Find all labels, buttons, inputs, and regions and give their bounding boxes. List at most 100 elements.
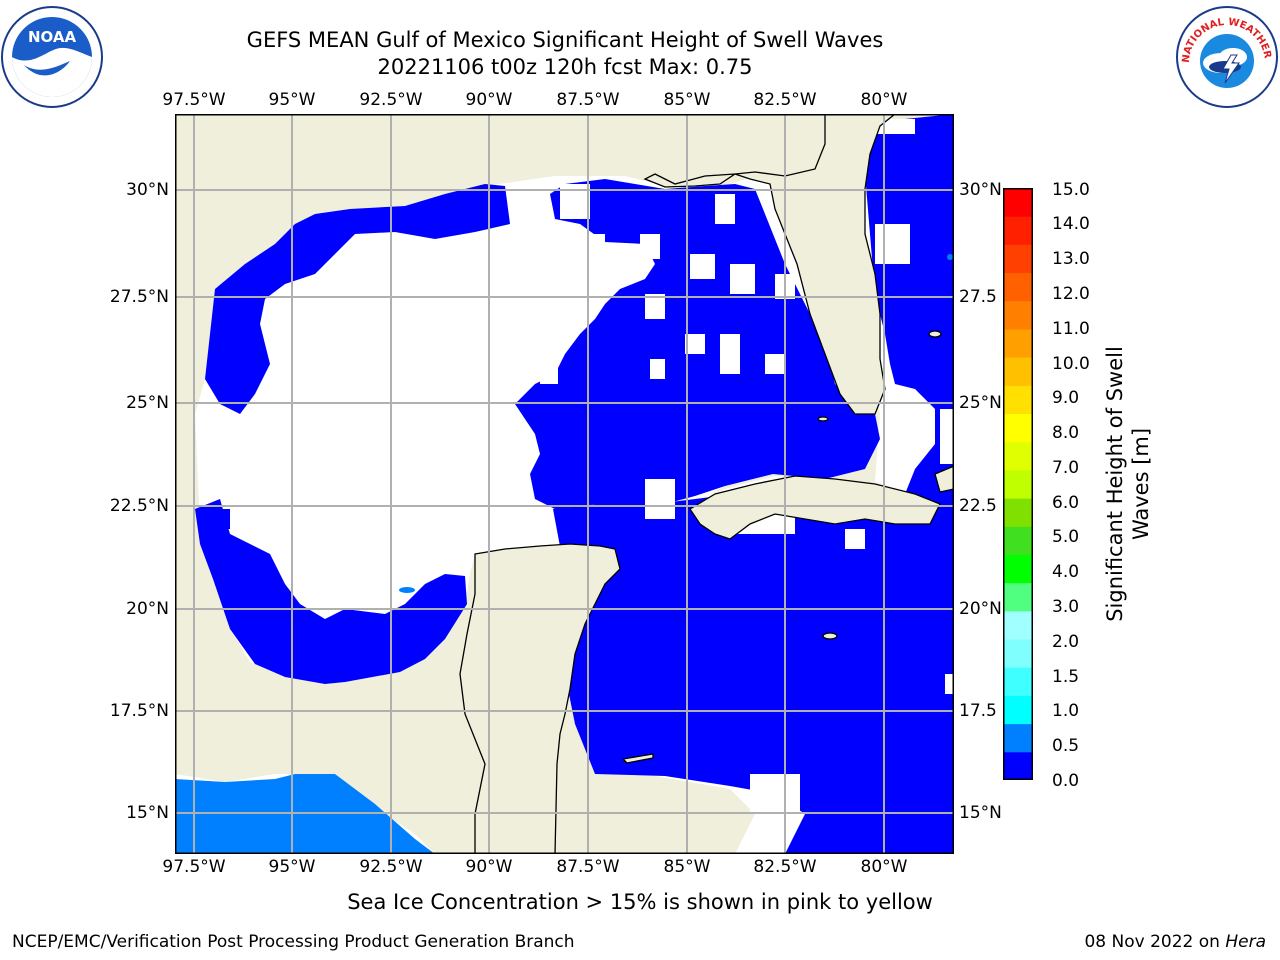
lon-label-bottom: 97.5°W xyxy=(162,857,226,877)
colorbar-tick-label: 1.0 xyxy=(1052,701,1080,721)
swell-patch-campeche xyxy=(399,587,415,593)
colorbar-segment xyxy=(1003,526,1033,555)
gulf-of-mexico-map xyxy=(175,114,954,854)
colorbar-tick-label: 4.0 xyxy=(1052,562,1080,582)
lon-label-top: 95°W xyxy=(268,90,316,110)
yucatan-land xyxy=(459,543,621,854)
lon-label-top: 82.5°W xyxy=(753,90,817,110)
colorbar-tick-label: 0.0 xyxy=(1052,771,1080,791)
noaa-logo-text: NOAA xyxy=(28,28,77,46)
lon-label-top: 90°W xyxy=(465,90,513,110)
colorbar-segment xyxy=(1003,639,1033,668)
lon-label-top: 97.5°W xyxy=(162,90,226,110)
colorbar-tick-label: 0.5 xyxy=(1052,736,1080,756)
colorbar-label: Significant Height of Swell Waves [m] xyxy=(1102,346,1154,622)
lon-label-bottom: 82.5°W xyxy=(753,857,817,877)
colorbar-tick-label: 14.0 xyxy=(1052,214,1090,234)
map-subtitle: 20221106 t00z 120h fcst Max: 0.75 xyxy=(377,55,753,79)
colorbar-segment xyxy=(1003,441,1033,471)
colorbar-frame xyxy=(1003,188,1033,780)
lon-label-bottom: 80°W xyxy=(860,857,908,877)
footer-date-text: 08 Nov 2022 on xyxy=(1084,932,1226,952)
colorbar-tick-label: 15.0 xyxy=(1052,180,1090,200)
map-frame xyxy=(175,114,954,854)
colorbar-tick-label: 9.0 xyxy=(1052,388,1080,408)
lon-label-bottom: 95°W xyxy=(268,857,316,877)
lat-label-right: 30°N xyxy=(959,180,1002,200)
map-title: GEFS MEAN Gulf of Mexico Significant Hei… xyxy=(246,28,884,52)
colorbar-segment xyxy=(1003,216,1033,245)
colorbar-label-line1: Significant Height of Swell xyxy=(1103,346,1127,622)
colorbar-tick-label: 3.0 xyxy=(1052,597,1080,617)
hispaniola-edge xyxy=(934,465,954,493)
colorbar-segment xyxy=(1003,751,1033,780)
bahamas-island xyxy=(928,330,942,338)
lat-label-right: 17.5 xyxy=(959,701,997,721)
colorbar-segment xyxy=(1003,695,1033,725)
colorbar-segment xyxy=(1003,385,1033,415)
lat-label-right: 20°N xyxy=(959,599,1002,619)
colorbar-tick-label: 10.0 xyxy=(1052,354,1090,374)
nws-logo-icon: NATIONAL WEATHER SERVICE xyxy=(1175,5,1278,108)
swell-caribbean xyxy=(553,489,954,854)
colorbar-segment xyxy=(1003,413,1033,443)
colorbar-tick-label: 12.0 xyxy=(1052,284,1090,304)
colorbar-segment xyxy=(1003,244,1033,274)
lon-label-bottom: 85°W xyxy=(663,857,711,877)
colorbar-segment xyxy=(1003,610,1033,640)
lat-label-left: 27.5°N xyxy=(109,287,169,307)
lon-label-bottom: 90°W xyxy=(465,857,513,877)
honduras-islands xyxy=(621,753,654,764)
colorbar-segment xyxy=(1003,272,1033,302)
lat-label-right: 15°N xyxy=(959,803,1002,823)
colorbar-label-line2: Waves [m] xyxy=(1129,427,1153,541)
footer-date: 08 Nov 2022 on Hera xyxy=(1084,932,1266,952)
colorbar-segment xyxy=(1003,667,1033,696)
colorbar-tick-label: 13.0 xyxy=(1052,249,1090,269)
cuba-land xyxy=(689,475,941,540)
lat-label-right: 27.5 xyxy=(959,287,997,307)
colorbar-segment xyxy=(1003,498,1033,527)
lat-label-left: 20°N xyxy=(126,599,169,619)
lat-label-left: 25°N xyxy=(126,393,169,413)
colorbar-tick-label: 11.0 xyxy=(1052,319,1090,339)
swell-atlantic xyxy=(865,114,954,494)
sea-ice-note: Sea Ice Concentration > 15% is shown in … xyxy=(347,890,933,914)
swell-patch-atlantic xyxy=(947,254,953,260)
cayman-island xyxy=(822,632,838,640)
colorbar-segment xyxy=(1003,582,1033,612)
lat-label-right: 25°N xyxy=(959,393,1002,413)
lat-label-left: 30°N xyxy=(126,180,169,200)
swell-shelf-north xyxy=(205,184,510,414)
florida-keys xyxy=(817,416,829,422)
swell-bay-of-campeche xyxy=(195,499,467,684)
lon-label-top: 85°W xyxy=(663,90,711,110)
lat-label-left: 22.5°N xyxy=(109,496,169,516)
lon-label-top: 92.5°W xyxy=(359,90,423,110)
colorbar-segment xyxy=(1003,188,1033,217)
colorbar-segment xyxy=(1003,723,1033,753)
colorbar-segment xyxy=(1003,554,1033,584)
lat-label-left: 17.5°N xyxy=(109,701,169,721)
lat-label-left: 15°N xyxy=(126,803,169,823)
lon-label-bottom: 92.5°W xyxy=(359,857,423,877)
colorbar-segment xyxy=(1003,300,1033,330)
footer-machine: Hera xyxy=(1225,932,1266,952)
noaa-logo-icon: NOAA xyxy=(1,6,103,108)
lat-label-right: 22.5 xyxy=(959,496,997,516)
lon-label-bottom: 87.5°W xyxy=(556,857,620,877)
colorbar-tick-label: 8.0 xyxy=(1052,423,1080,443)
colorbar-tick-label: 2.0 xyxy=(1052,632,1080,652)
colorbar-segment xyxy=(1003,328,1033,358)
colorbar-tick-label: 7.0 xyxy=(1052,458,1080,478)
colorbar-segment xyxy=(1003,469,1033,499)
colorbar-tick-label: 6.0 xyxy=(1052,493,1080,513)
lon-label-top: 80°W xyxy=(860,90,908,110)
lon-label-top: 87.5°W xyxy=(556,90,620,110)
colorbar-tick-label: 5.0 xyxy=(1052,527,1080,547)
colorbar-tick-label: 1.5 xyxy=(1052,667,1080,687)
graticule xyxy=(175,114,954,854)
colorbar-segment xyxy=(1003,357,1033,386)
footer-credit: NCEP/EMC/Verification Post Processing Pr… xyxy=(12,932,575,952)
colorbar xyxy=(1003,188,1033,780)
